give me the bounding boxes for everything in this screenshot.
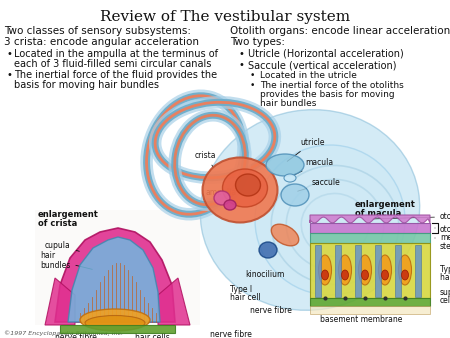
Ellipse shape xyxy=(342,270,348,280)
Text: •: • xyxy=(238,49,244,59)
Text: Otolith organs: encode linear acceleration: Otolith organs: encode linear accelerati… xyxy=(230,26,450,36)
Text: otolithic: otolithic xyxy=(440,225,450,234)
Bar xyxy=(315,245,321,297)
Ellipse shape xyxy=(378,255,392,285)
Text: nerve fibre: nerve fibre xyxy=(55,333,97,338)
Text: of crista: of crista xyxy=(38,219,77,228)
Text: basis for moving hair bundles: basis for moving hair bundles xyxy=(14,80,159,90)
Ellipse shape xyxy=(224,200,236,210)
Ellipse shape xyxy=(85,315,145,331)
Ellipse shape xyxy=(235,174,261,196)
Bar xyxy=(310,306,430,314)
Bar xyxy=(335,245,341,297)
Text: hair
bundles: hair bundles xyxy=(40,250,92,270)
Ellipse shape xyxy=(401,270,409,280)
Text: enlargement: enlargement xyxy=(355,200,416,209)
Bar xyxy=(310,233,430,243)
Text: hair cell: hair cell xyxy=(440,273,450,282)
Ellipse shape xyxy=(214,191,230,205)
Ellipse shape xyxy=(399,255,411,285)
Bar xyxy=(35,210,200,325)
Text: Located in the ampulla at the terminus of: Located in the ampulla at the terminus o… xyxy=(14,49,218,59)
Text: ©1997 Encyclopaedia Britannica, Inc.: ©1997 Encyclopaedia Britannica, Inc. xyxy=(4,330,123,336)
Text: Two types:: Two types: xyxy=(230,37,285,47)
Text: ampulla: ampulla xyxy=(205,188,236,200)
Polygon shape xyxy=(45,278,75,325)
Bar xyxy=(310,223,430,233)
Text: each of 3 fluid-filled semi circular canals: each of 3 fluid-filled semi circular can… xyxy=(14,59,211,69)
Text: Type I: Type I xyxy=(230,285,252,294)
Ellipse shape xyxy=(259,242,277,258)
Text: enlargement: enlargement xyxy=(38,210,99,219)
Polygon shape xyxy=(158,278,190,325)
Ellipse shape xyxy=(361,270,369,280)
Text: basement membrane: basement membrane xyxy=(320,315,402,324)
Text: of macula: of macula xyxy=(355,209,401,218)
Text: hair cell: hair cell xyxy=(230,293,261,302)
Text: supporting: supporting xyxy=(440,288,450,297)
Ellipse shape xyxy=(284,174,296,182)
Polygon shape xyxy=(310,215,430,223)
Ellipse shape xyxy=(359,255,372,285)
Bar xyxy=(395,245,401,297)
Text: nerve fibre: nerve fibre xyxy=(250,306,292,315)
Bar xyxy=(355,245,361,297)
Text: Utricle (Horizontal acceleration): Utricle (Horizontal acceleration) xyxy=(248,49,404,59)
Text: The inertial force of the fluid provides the: The inertial force of the fluid provides… xyxy=(14,70,217,80)
Text: provides the basis for moving: provides the basis for moving xyxy=(260,90,395,99)
Text: nerve fibre: nerve fibre xyxy=(210,330,252,338)
Text: •: • xyxy=(250,81,256,90)
Text: Review of The vestibular system: Review of The vestibular system xyxy=(100,10,350,24)
Ellipse shape xyxy=(80,309,150,331)
Text: Two classes of sensory subsystems:: Two classes of sensory subsystems: xyxy=(4,26,191,36)
Ellipse shape xyxy=(321,270,328,280)
Ellipse shape xyxy=(382,270,388,280)
Ellipse shape xyxy=(281,184,309,206)
Text: stereocilia: stereocilia xyxy=(440,242,450,251)
Text: kinocilium: kinocilium xyxy=(245,270,284,279)
Polygon shape xyxy=(55,228,175,322)
Ellipse shape xyxy=(338,255,351,285)
Text: crista: crista xyxy=(195,151,216,168)
Ellipse shape xyxy=(319,255,332,285)
Text: The inertial force of the otoliths: The inertial force of the otoliths xyxy=(260,81,404,90)
Ellipse shape xyxy=(266,154,304,176)
Text: •: • xyxy=(6,49,12,59)
Text: cells: cells xyxy=(440,296,450,305)
Text: cupula: cupula xyxy=(45,241,79,251)
Text: •: • xyxy=(6,70,12,80)
Text: •: • xyxy=(238,60,244,70)
Text: •: • xyxy=(250,71,256,80)
Ellipse shape xyxy=(255,145,405,295)
Ellipse shape xyxy=(222,169,267,207)
Ellipse shape xyxy=(200,110,420,310)
Text: hair cells: hair cells xyxy=(135,333,170,338)
Text: Saccule (vertical acceleration): Saccule (vertical acceleration) xyxy=(248,60,396,70)
Text: otoconia: otoconia xyxy=(373,212,450,221)
Bar xyxy=(375,245,381,297)
Text: Type II: Type II xyxy=(440,265,450,274)
Text: utricle: utricle xyxy=(287,138,324,161)
Text: macula: macula xyxy=(292,158,333,176)
Ellipse shape xyxy=(202,158,278,222)
Ellipse shape xyxy=(271,224,299,246)
Bar xyxy=(310,243,430,298)
Bar xyxy=(310,298,430,306)
Bar xyxy=(415,245,421,297)
Polygon shape xyxy=(68,237,160,322)
Text: membrane: membrane xyxy=(440,233,450,242)
Text: Located in the utricle: Located in the utricle xyxy=(260,71,357,80)
Bar xyxy=(60,325,175,333)
Text: hair bundles: hair bundles xyxy=(260,99,316,108)
Text: saccule: saccule xyxy=(297,178,341,191)
Text: 3 crista: encode angular acceleration: 3 crista: encode angular acceleration xyxy=(4,37,199,47)
